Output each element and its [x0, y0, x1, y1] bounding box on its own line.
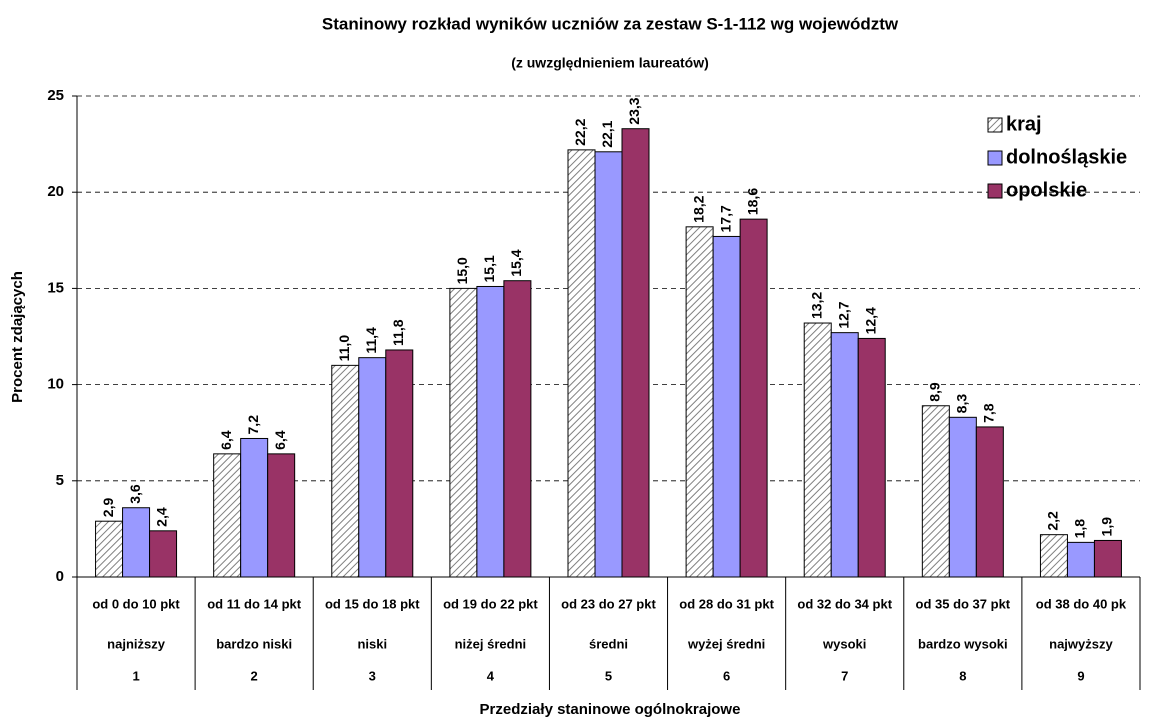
legend-swatch: [987, 150, 1003, 166]
bar: [921, 405, 950, 578]
x-category-number: 5: [605, 668, 612, 683]
value-label: 12,4: [862, 307, 878, 334]
bar: [975, 426, 1004, 578]
bar: [594, 151, 623, 578]
value-label: 15,0: [454, 257, 470, 284]
value-label: 13,2: [808, 292, 824, 319]
x-category-name: wyżej średni: [687, 636, 765, 651]
x-category-number: 2: [251, 668, 258, 683]
x-category-number: 7: [841, 668, 848, 683]
value-label: 8,3: [954, 394, 970, 414]
x-tick-label: od 0 do 10 pkt: [92, 596, 180, 611]
y-tick-label: 5: [56, 472, 64, 489]
value-label: 6,4: [272, 430, 288, 450]
x-category-name: średni: [589, 636, 628, 651]
value-label: 1,8: [1072, 519, 1088, 539]
x-tick-label: od 38 do 40 pk: [1036, 596, 1127, 611]
value-label: 6,4: [218, 430, 234, 450]
x-tick-label: od 32 do 34 pkt: [797, 596, 892, 611]
x-category-number: 8: [959, 668, 966, 683]
x-tick-label: od 35 do 37 pkt: [916, 596, 1011, 611]
value-label: 11,4: [363, 327, 379, 354]
value-label: 22,2: [572, 118, 588, 145]
x-tick-label: od 19 do 22 pkt: [443, 596, 538, 611]
x-tick-label: od 28 do 31 pkt: [679, 596, 774, 611]
bar: [712, 235, 741, 578]
value-label: 15,4: [508, 249, 524, 276]
bar: [948, 416, 977, 578]
bar: [476, 285, 505, 578]
bar: [857, 337, 886, 578]
bar: [1066, 541, 1095, 578]
value-label: 23,3: [626, 97, 642, 124]
x-category-number: 4: [487, 668, 495, 683]
bar: [149, 530, 178, 578]
value-label: 11,0: [336, 335, 352, 362]
bar: [739, 218, 768, 578]
value-label: 7,8: [981, 403, 997, 423]
x-tick-label: od 15 do 18 pkt: [325, 596, 420, 611]
x-category-name: wysoki: [822, 636, 866, 651]
legend-label: opolskie: [1006, 179, 1087, 201]
y-tick-label: 20: [47, 183, 64, 200]
value-label: 18,6: [744, 188, 760, 215]
x-category-name: niski: [357, 636, 387, 651]
bar: [331, 364, 360, 578]
x-tick-label: od 23 do 27 pkt: [561, 596, 656, 611]
bar: [95, 520, 124, 578]
x-category-number: 9: [1077, 668, 1084, 683]
y-tick-label: 25: [47, 87, 64, 104]
legend-swatch: [987, 183, 1003, 199]
x-tick-label: od 11 do 14 pkt: [207, 596, 302, 611]
value-label: 2,4: [154, 507, 170, 527]
bar: [830, 332, 859, 578]
bar: [358, 357, 387, 578]
value-label: 22,1: [599, 120, 615, 147]
bar: [1093, 539, 1122, 578]
bar: [213, 453, 242, 578]
y-tick-label: 15: [47, 279, 64, 296]
bar: [267, 453, 296, 578]
x-category-name: bardzo niski: [216, 636, 292, 651]
x-axis-title: Przedziały staninowe ogólnokrajowe: [480, 701, 741, 718]
x-category-name: bardzo wysoki: [918, 636, 1008, 651]
bar: [803, 322, 832, 578]
bar: [503, 280, 532, 578]
y-tick-label: 10: [47, 376, 64, 393]
bar: [122, 507, 151, 578]
y-tick-label: 0: [56, 568, 64, 585]
bar: [685, 226, 714, 578]
y-axis-title: Procent zdających: [9, 271, 26, 403]
bar: [567, 149, 596, 578]
chart-title: Staninowy rozkład wyników uczniów za zes…: [322, 14, 899, 33]
value-label: 18,2: [690, 195, 706, 222]
x-category-name: najwyższy: [1049, 636, 1113, 651]
value-label: 17,7: [717, 205, 733, 232]
bar: [240, 437, 269, 578]
legend-label: kraj: [1006, 113, 1042, 135]
legend-swatch: [987, 117, 1003, 133]
bar: [449, 287, 478, 578]
chart-subtitle: (z uwzględnieniem laureatów): [511, 55, 709, 71]
value-label: 2,2: [1045, 511, 1061, 531]
bar: [1039, 534, 1068, 578]
legend-label: dolnośląskie: [1006, 146, 1127, 168]
value-label: 2,9: [100, 498, 116, 518]
value-label: 3,6: [127, 484, 143, 504]
bar: [621, 128, 650, 578]
value-label: 15,1: [481, 255, 497, 282]
value-label: 11,8: [390, 319, 406, 346]
x-category-number: 1: [132, 668, 139, 683]
bar: [385, 349, 414, 578]
value-label: 12,7: [835, 301, 851, 328]
value-label: 7,2: [245, 415, 261, 435]
x-category-name: niżej średni: [455, 636, 527, 651]
x-category-number: 6: [723, 668, 730, 683]
value-label: 8,9: [927, 382, 943, 402]
x-category-name: najniższy: [107, 636, 166, 651]
x-category-number: 3: [369, 668, 376, 683]
value-label: 1,9: [1099, 517, 1115, 537]
